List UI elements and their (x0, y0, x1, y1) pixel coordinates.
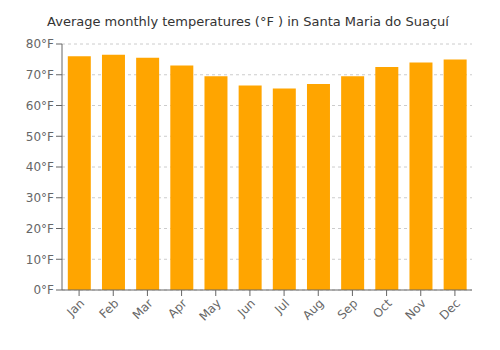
svg-text:Nov: Nov (402, 296, 428, 322)
svg-text:Jan: Jan (64, 296, 88, 320)
svg-text:40°F: 40°F (26, 160, 54, 174)
svg-text:Jul: Jul (271, 296, 292, 317)
svg-text:Feb: Feb (96, 296, 121, 321)
svg-text:20°F: 20°F (26, 222, 54, 236)
svg-text:Aug: Aug (300, 296, 326, 322)
svg-text:Apr: Apr (165, 296, 190, 321)
svg-text:Jun: Jun (234, 296, 258, 320)
svg-text:Oct: Oct (370, 296, 395, 321)
svg-text:May: May (196, 296, 223, 323)
svg-text:70°F: 70°F (26, 68, 54, 82)
svg-text:60°F: 60°F (26, 99, 54, 113)
svg-text:0°F: 0°F (33, 283, 54, 297)
svg-text:80°F: 80°F (26, 37, 54, 51)
svg-text:Sep: Sep (335, 296, 361, 322)
svg-text:30°F: 30°F (26, 191, 54, 205)
html-text:Average monthly temperatures (: Average monthly temperatures (°F ) in Sa… (47, 14, 449, 29)
svg-text:50°F: 50°F (26, 130, 54, 144)
svg-text:10°F: 10°F (26, 253, 54, 267)
svg-text:Mar: Mar (130, 296, 156, 322)
svg-text:Dec: Dec (437, 296, 463, 322)
